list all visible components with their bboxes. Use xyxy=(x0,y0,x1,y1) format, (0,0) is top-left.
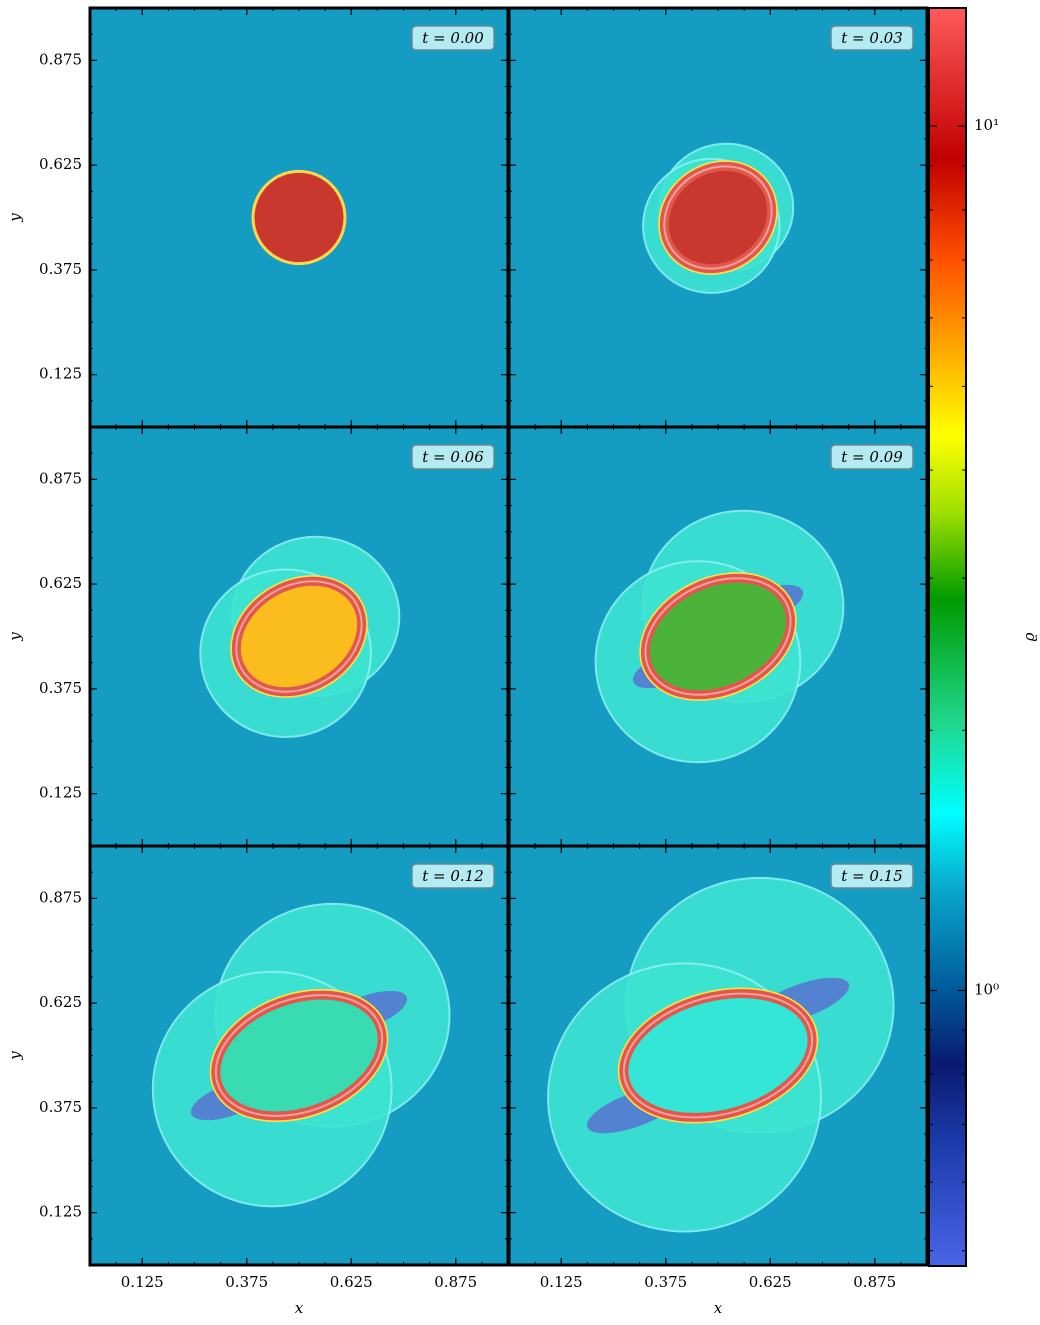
colorbar xyxy=(928,7,967,1267)
panel xyxy=(90,8,508,427)
y-tick-label: 0.375 xyxy=(39,1098,82,1116)
time-label: t = 0.03 xyxy=(841,29,903,47)
y-tick-label: 0.625 xyxy=(39,993,82,1011)
x-tick-label: 0.375 xyxy=(225,1273,268,1291)
density-feature xyxy=(235,580,363,693)
density-feature xyxy=(644,577,792,696)
y-axis-label: y xyxy=(6,213,24,223)
colorbar-label: ϱ xyxy=(1020,632,1038,641)
y-tick-label: 0.875 xyxy=(39,888,82,906)
time-label: t = 0.09 xyxy=(841,448,903,466)
colorbar-tick-label: 10¹ xyxy=(974,116,999,134)
y-axis-label: y xyxy=(6,632,24,642)
y-tick-label: 0.875 xyxy=(39,50,82,68)
time-label-box xyxy=(411,863,495,889)
x-tick-label: 0.125 xyxy=(121,1273,164,1291)
x-tick-label: 0.625 xyxy=(330,1273,373,1291)
time-label: t = 0.00 xyxy=(422,29,484,47)
x-tick-label: 0.375 xyxy=(644,1273,687,1291)
time-label-box xyxy=(411,444,495,470)
x-axis-label: x xyxy=(295,1299,304,1317)
time-label-box xyxy=(830,863,914,889)
panel xyxy=(509,846,927,1265)
x-axis-label: x xyxy=(714,1299,723,1317)
colorbar-tick-label: 10⁰ xyxy=(974,980,999,998)
panel xyxy=(509,427,927,846)
x-tick-label: 0.625 xyxy=(749,1273,792,1291)
y-tick-label: 0.625 xyxy=(39,574,82,592)
panel xyxy=(90,427,508,846)
time-label: t = 0.15 xyxy=(841,867,903,885)
y-tick-label: 0.125 xyxy=(39,1203,82,1221)
time-label: t = 0.06 xyxy=(422,448,484,466)
time-label: t = 0.12 xyxy=(422,867,484,885)
time-label-box xyxy=(830,25,914,51)
density-feature xyxy=(663,165,773,270)
y-tick-label: 0.125 xyxy=(39,784,82,802)
y-axis-label: y xyxy=(6,1051,24,1061)
density-feature xyxy=(622,992,814,1119)
y-tick-label: 0.375 xyxy=(39,679,82,697)
x-tick-label: 0.875 xyxy=(434,1273,477,1291)
panel xyxy=(90,846,508,1265)
density-feature xyxy=(251,169,347,266)
y-tick-label: 0.375 xyxy=(39,260,82,278)
time-label-box xyxy=(411,25,495,51)
x-tick-label: 0.125 xyxy=(540,1273,583,1291)
y-tick-label: 0.125 xyxy=(39,365,82,383)
density-feature xyxy=(214,994,384,1117)
time-label-box xyxy=(830,444,914,470)
x-tick-label: 0.875 xyxy=(853,1273,896,1291)
y-tick-label: 0.875 xyxy=(39,469,82,487)
panel xyxy=(509,8,927,427)
y-tick-label: 0.625 xyxy=(39,155,82,173)
